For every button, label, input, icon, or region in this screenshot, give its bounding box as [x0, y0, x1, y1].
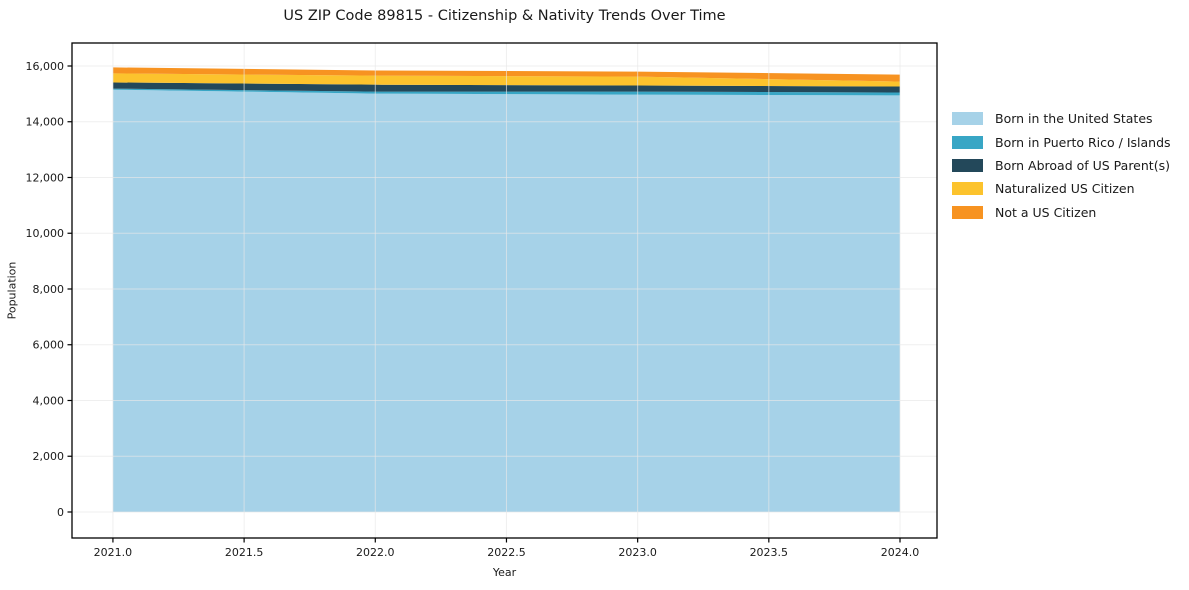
legend-label: Naturalized US Citizen: [995, 181, 1135, 197]
legend-item-born-abroad-of-us-parent-s: Born Abroad of US Parent(s): [952, 154, 1171, 177]
legend-label: Born in Puerto Rico / Islands: [995, 134, 1171, 150]
legend-item-born-in-puerto-rico-islands: Born in Puerto Rico / Islands: [952, 130, 1171, 153]
y-axis-title: Population: [5, 261, 19, 320]
x-tick-label: 2021.0: [94, 546, 133, 559]
legend-label: Born Abroad of US Parent(s): [995, 157, 1170, 173]
legend-label: Not a US Citizen: [995, 204, 1097, 220]
x-tick-label: 2021.5: [225, 546, 264, 559]
legend-item-not-a-us-citizen: Not a US Citizen: [952, 201, 1171, 224]
legend-item-born-in-the-united-states: Born in the United States: [952, 107, 1171, 130]
y-tick-label: 12,000: [26, 171, 65, 184]
legend-swatch: [952, 205, 983, 219]
y-tick-label: 0: [57, 506, 64, 519]
y-tick-label: 6,000: [33, 339, 65, 352]
x-tick-label: 2024.0: [881, 546, 920, 559]
legend-swatch: [952, 135, 983, 149]
legend-item-naturalized-us-citizen: Naturalized US Citizen: [952, 177, 1171, 200]
y-tick-label: 2,000: [33, 450, 65, 463]
x-tick-label: 2022.0: [356, 546, 395, 559]
plot-border: [71, 42, 938, 539]
x-tick-label: 2023.5: [750, 546, 789, 559]
y-tick-label: 10,000: [26, 227, 65, 240]
y-tick-label: 4,000: [33, 394, 65, 407]
y-tick-label: 14,000: [26, 116, 65, 129]
y-tick-label: 8,000: [33, 283, 65, 296]
x-tick-label: 2023.0: [618, 546, 657, 559]
y-tick-label: 16,000: [26, 60, 65, 73]
x-tick-label: 2022.5: [487, 546, 526, 559]
legend-swatch: [952, 158, 983, 172]
legend-swatch: [952, 182, 983, 196]
x-axis-title: Year: [492, 566, 517, 579]
legend: Born in the United States Born in Puerto …: [952, 107, 1171, 224]
legend-swatch: [952, 112, 983, 126]
legend-label: Born in the United States: [995, 111, 1153, 127]
chart-title: US ZIP Code 89815 - Citizenship & Nativi…: [283, 8, 726, 24]
